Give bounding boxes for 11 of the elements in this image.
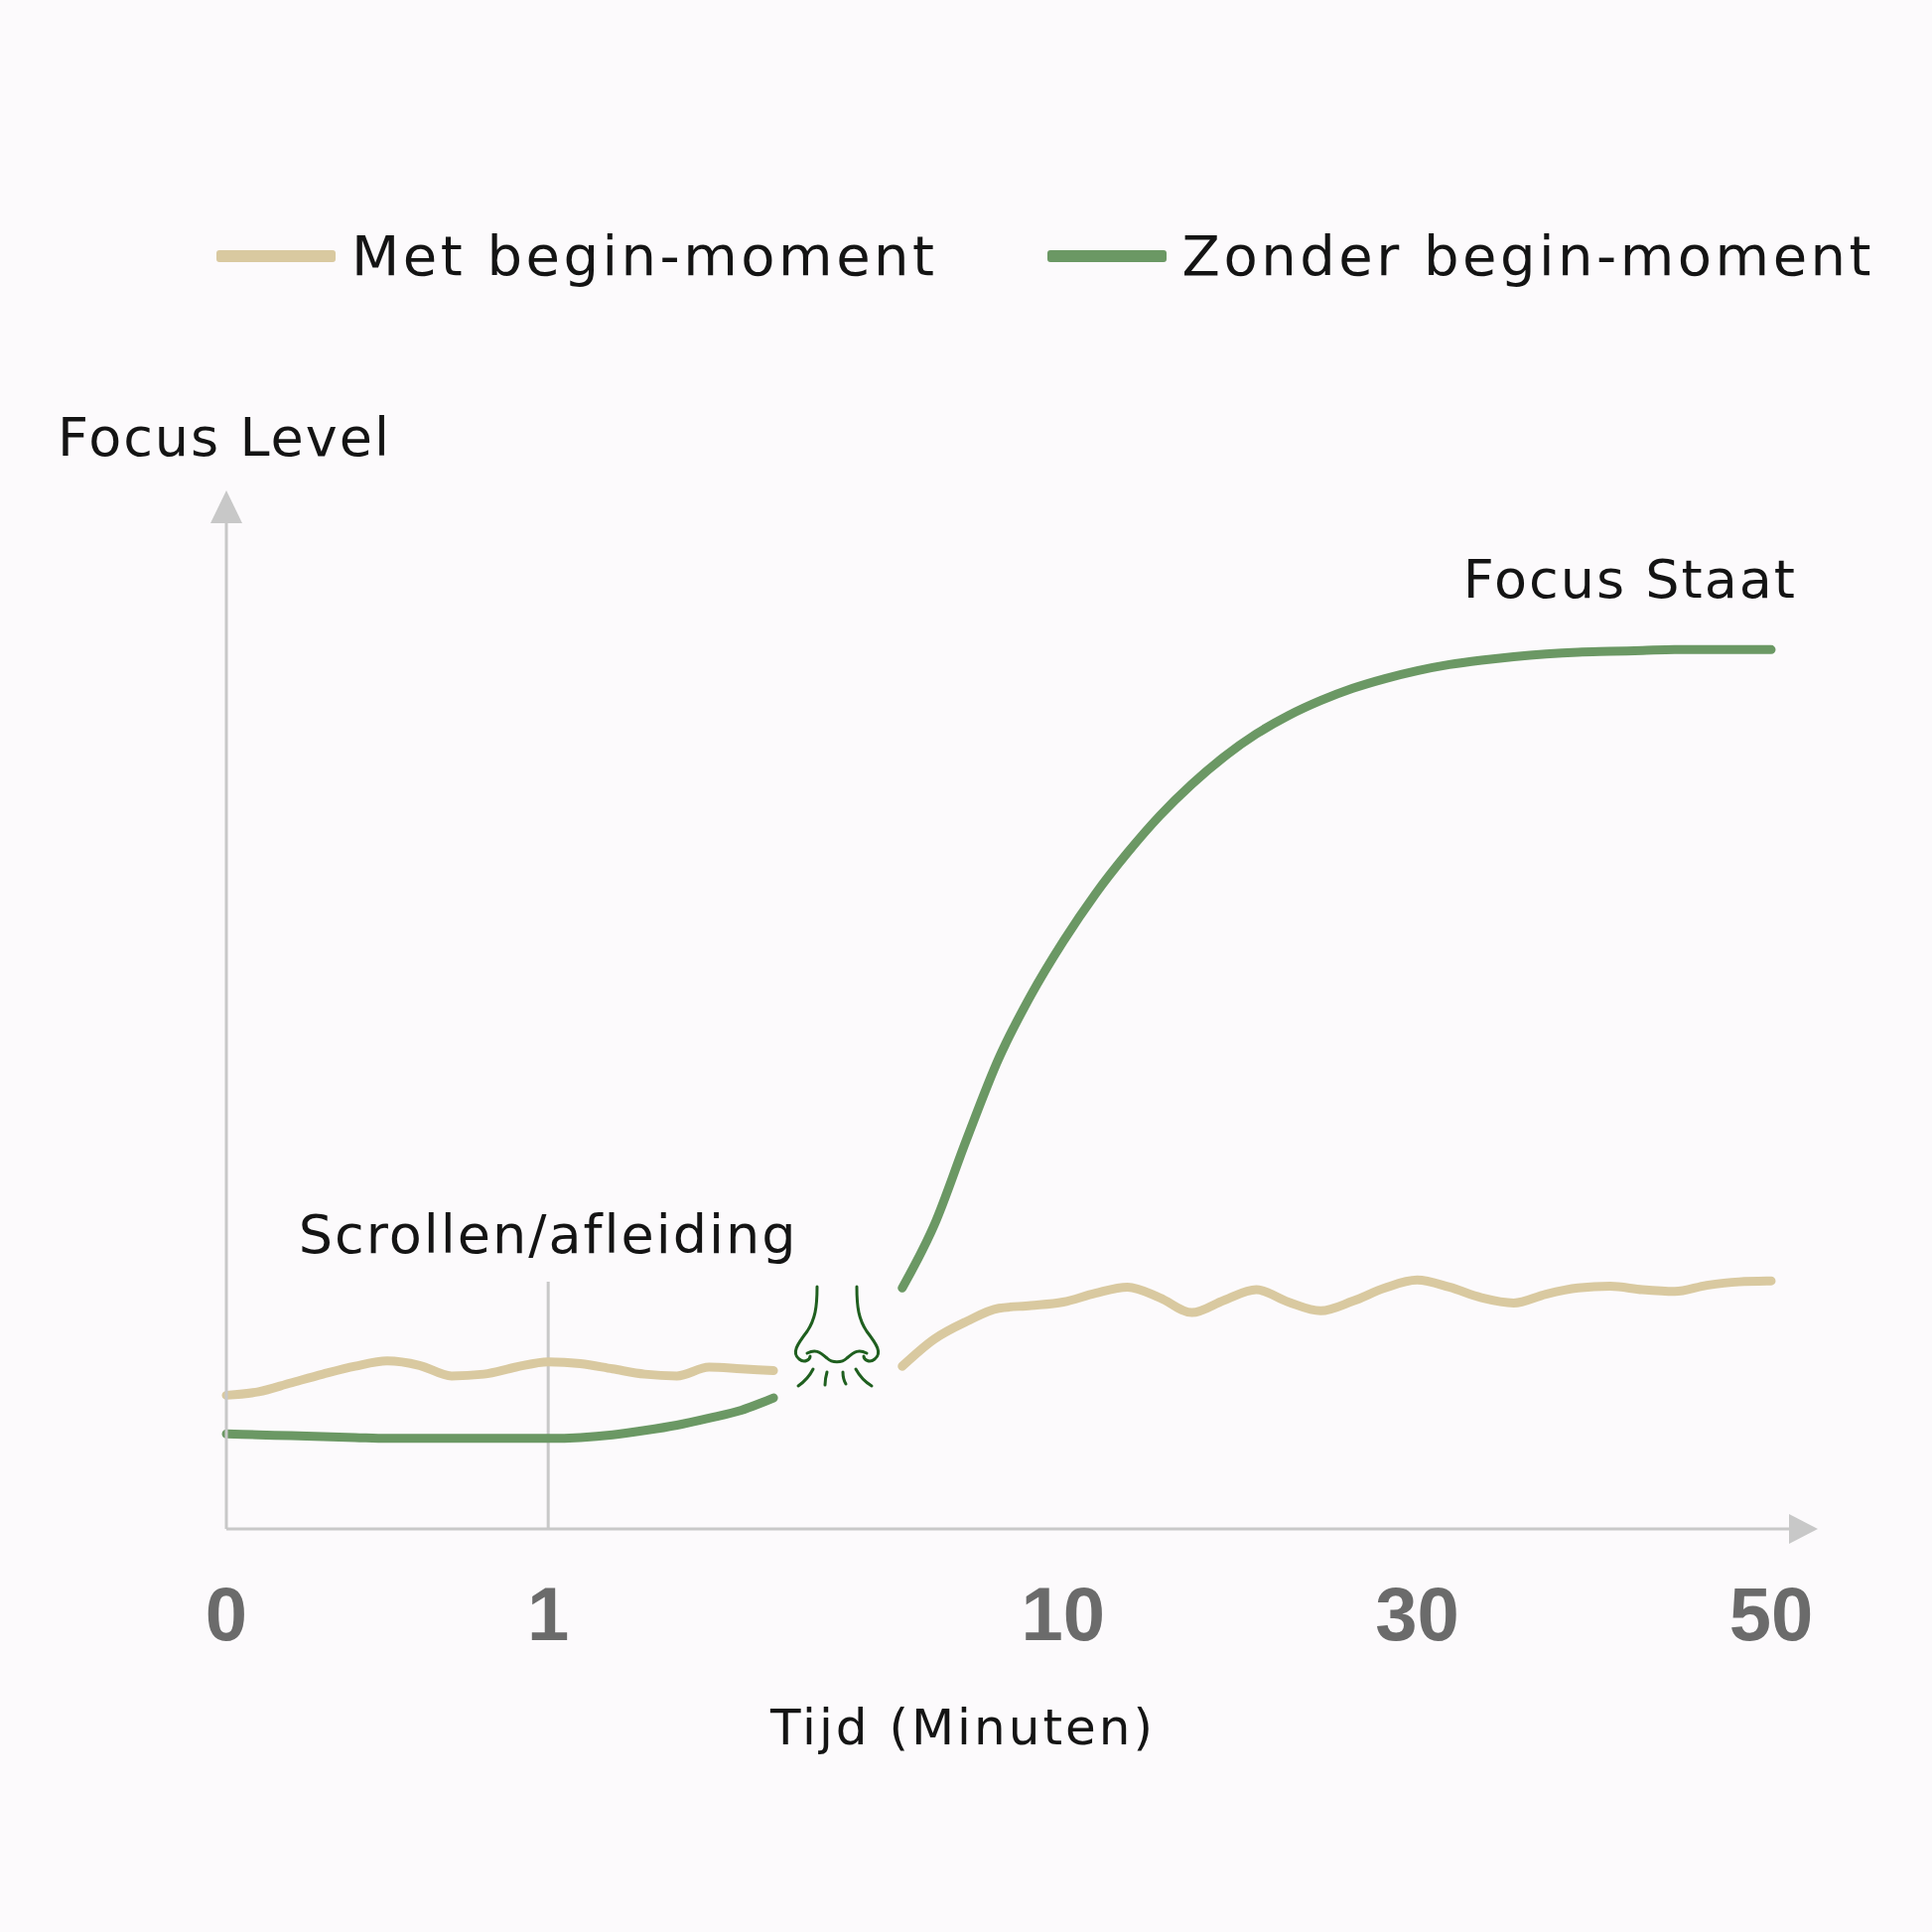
- legend-label: Zonder begin-moment: [1181, 223, 1875, 288]
- ref-line-label: Scrollen/afleiding: [298, 1202, 798, 1266]
- x-axis-title: Tijd (Minuten): [769, 1699, 1156, 1756]
- legend-label: Met begin-moment: [350, 223, 938, 288]
- x-tick-label: 50: [1728, 1571, 1814, 1656]
- x-tick-label: 0: [205, 1571, 248, 1656]
- text: Focus Staat: [1462, 547, 1797, 611]
- x-tick-label: 1: [527, 1571, 570, 1656]
- x-tick-label: 10: [1021, 1571, 1106, 1656]
- y-axis-title: Focus Level: [58, 405, 391, 469]
- x-tick-label: 30: [1375, 1571, 1459, 1656]
